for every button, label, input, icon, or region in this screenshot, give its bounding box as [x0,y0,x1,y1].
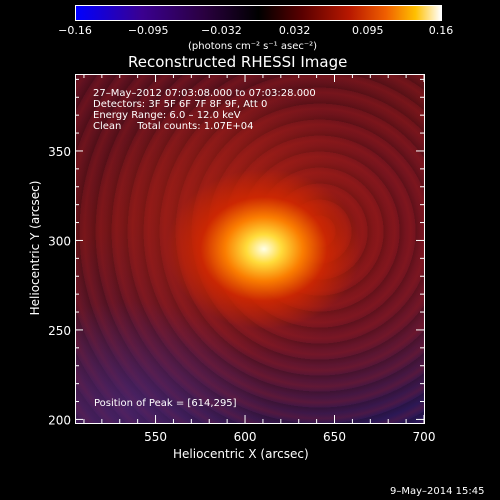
heatmap-image: 27–May–2012 07:03:08.000 to 07:03:28.000… [75,74,425,424]
colorbar-unit-label: (photons cm⁻² s⁻¹ asec⁻²) [188,41,318,52]
colorbar-tick-label: −0.032 [201,24,242,37]
y-tick-label: 250 [48,324,71,338]
colorbar-tick-label: −0.095 [127,24,169,37]
x-tick-label: 600 [234,430,257,444]
x-tick-label: 550 [144,430,167,444]
clean-counts-label: Clean Total counts: 1.07E+04 [93,121,254,132]
y-tick-label: 300 [48,234,71,248]
y-axis-label: Heliocentric Y (arcsec) [28,180,42,316]
y-tick-label: 350 [48,145,71,159]
colorbar-tick-label: 0.032 [278,24,311,37]
detectors-label: Detectors: 3F 5F 6F 7F 8F 9F, Att 0 [93,99,268,110]
footer-timestamp: 9–May–2014 15:45 [390,486,485,497]
colorbar-tick-label: −0.16 [58,24,92,37]
colorbar [75,5,442,21]
colorbar-tick-label: 0.095 [352,24,384,37]
time-range-label: 27–May–2012 07:03:08.000 to 07:03:28.000 [93,88,316,99]
y-tick-label: 200 [48,413,71,427]
x-tick-label: 650 [323,430,346,444]
lower-left-lobe [76,75,424,423]
peak-position-label: Position of Peak = [614,295] [94,398,237,409]
energy-range-label: Energy Range: 6.0 – 12.0 keV [93,110,241,121]
chart-title: Reconstructed RHESSI Image [128,53,348,71]
x-tick-label: 700 [413,430,436,444]
colorbar-tick-label: 0.16 [428,24,454,37]
x-axis-label: Heliocentric X (arcsec) [173,447,309,461]
